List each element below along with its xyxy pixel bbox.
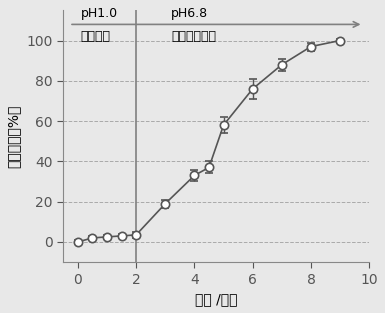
Text: 盐酸溶液: 盐酸溶液: [81, 30, 111, 44]
Text: pH1.0: pH1.0: [81, 8, 118, 20]
Text: pH6.8: pH6.8: [171, 8, 208, 20]
Text: 磷酸盐缓冲液: 磷酸盐缓冲液: [171, 30, 216, 44]
X-axis label: 时间 /小时: 时间 /小时: [195, 292, 238, 306]
Y-axis label: 药物释放（%）: 药物释放（%）: [7, 105, 21, 168]
